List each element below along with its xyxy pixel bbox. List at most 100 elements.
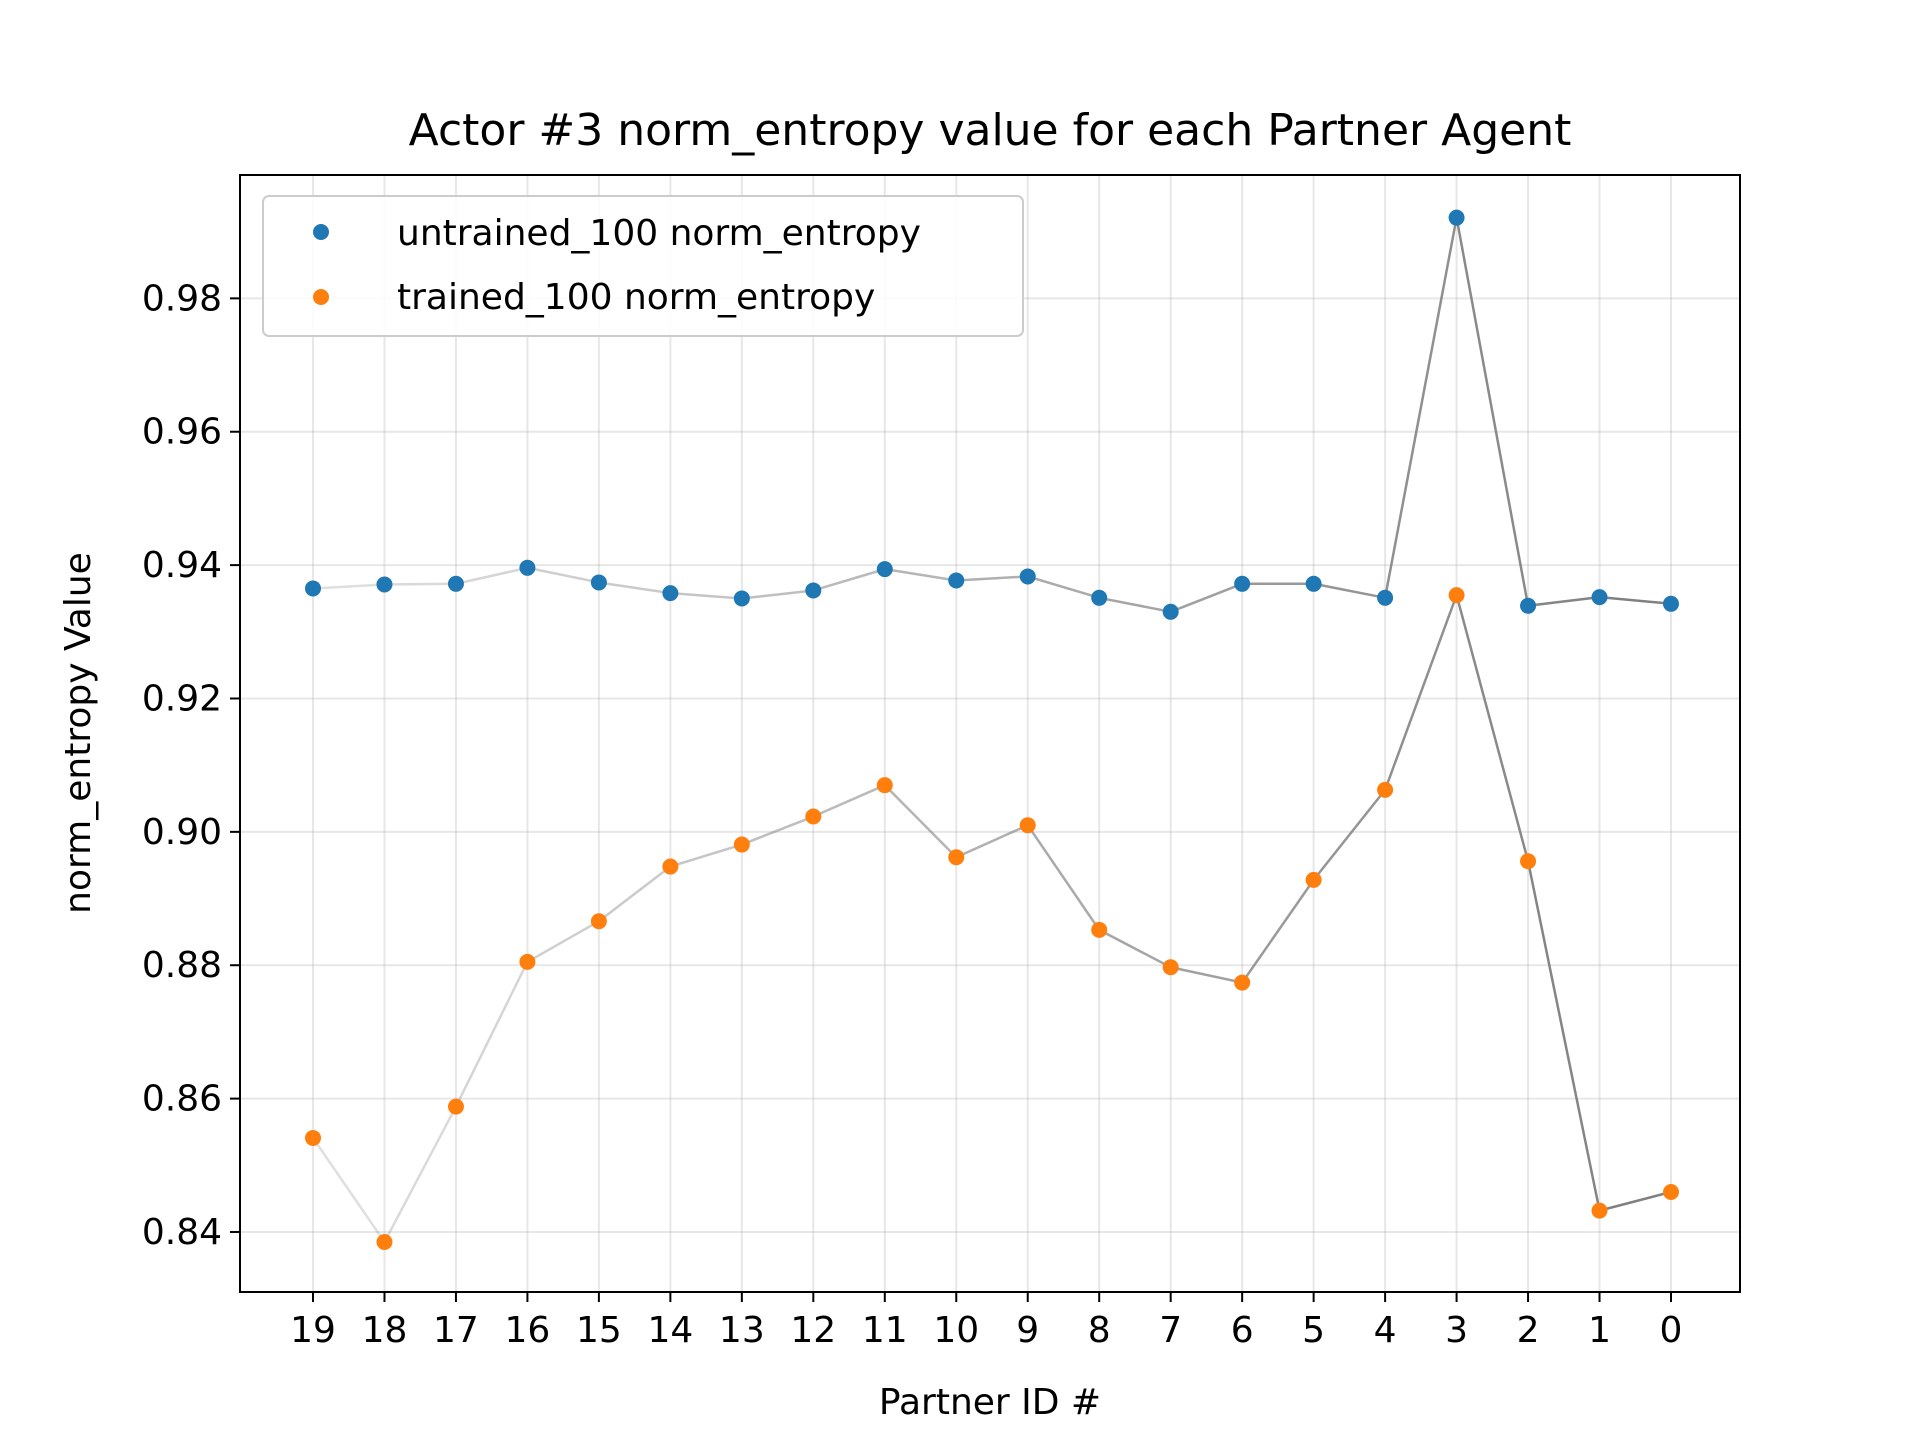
series-segment: [527, 566, 600, 584]
x-tick-label: 10: [933, 1310, 979, 1351]
series-segment: [598, 581, 671, 595]
trained-point: [805, 808, 822, 825]
series-segment: [812, 784, 886, 818]
y-tick-label: 0.84: [142, 1212, 222, 1253]
untrained-point: [1520, 597, 1537, 614]
series-segment: [955, 824, 1029, 859]
untrained-point: [662, 585, 679, 602]
x-tick-label: 15: [576, 1310, 622, 1351]
x-tick-label: 3: [1445, 1310, 1468, 1351]
trained-point: [662, 858, 679, 875]
y-tick-label: 0.92: [142, 678, 222, 719]
series-segment: [1170, 582, 1243, 613]
x-tick-label: 11: [862, 1310, 908, 1351]
x-tick-label: 6: [1231, 1310, 1254, 1351]
untrained-point: [1019, 568, 1036, 585]
series-segment: [1527, 595, 1600, 608]
trained-point: [447, 1098, 464, 1115]
y-tick-label: 0.98: [142, 278, 222, 319]
series-segment: [670, 591, 742, 600]
series-segment: [526, 920, 600, 963]
series-segment: [455, 566, 528, 586]
series-segment: [1241, 879, 1315, 984]
untrained-point: [447, 575, 464, 592]
series-segment: [598, 865, 672, 923]
series-segment: [384, 582, 456, 586]
x-tick-label: 13: [719, 1310, 765, 1351]
trained-point: [305, 1129, 321, 1146]
legend-label-untrained: untrained_100 norm_entropy: [397, 213, 921, 254]
trained-point: [733, 836, 750, 853]
trained-point: [1234, 974, 1251, 991]
series-segment: [1599, 595, 1672, 606]
series-segment: [741, 815, 814, 846]
series-segment: [812, 567, 886, 592]
trained-point: [1162, 959, 1179, 976]
series-segment: [883, 784, 958, 859]
untrained-point: [590, 574, 607, 591]
untrained-point: [376, 576, 393, 593]
x-tick-label: 14: [647, 1310, 693, 1351]
x-tick-label: 1: [1588, 1310, 1611, 1351]
x-tick-label: 5: [1302, 1310, 1325, 1351]
x-tick-label: 4: [1374, 1310, 1397, 1351]
chart-title: Actor #3 norm_entropy value for each Par…: [409, 105, 1572, 156]
series-segment: [741, 589, 814, 600]
legend-marker-trained: [313, 289, 329, 305]
untrained-point: [519, 559, 536, 576]
series-segment: [1027, 575, 1100, 599]
untrained-point: [805, 582, 822, 599]
series-segment: [1098, 928, 1172, 969]
x-tick-label: 17: [433, 1310, 479, 1351]
trained-point: [1520, 853, 1537, 870]
untrained-point: [1591, 589, 1608, 606]
trained-point: [376, 1233, 393, 1250]
data-points: [305, 209, 1679, 1250]
trained-point: [1305, 871, 1322, 888]
trained-point: [590, 913, 607, 930]
series-segment: [383, 1106, 458, 1243]
x-tick-label: 18: [362, 1310, 408, 1351]
legend-box: [262, 195, 1024, 337]
x-tick-label: 19: [290, 1310, 336, 1351]
x-tick-label: 9: [1016, 1310, 1039, 1351]
series-segment: [1526, 860, 1601, 1211]
y-axis-label: norm_entropy Value: [58, 552, 99, 914]
untrained-point: [1448, 209, 1465, 226]
trained-point: [876, 777, 893, 794]
legend-marker-untrained: [313, 224, 329, 240]
y-tick-label: 0.88: [142, 945, 222, 986]
series-segment: [1098, 596, 1171, 614]
legend-label-trained: trained_100 norm_entropy: [397, 277, 875, 318]
legend: untrained_100 norm_entropy trained_100 n…: [262, 195, 1024, 337]
series-segment: [1383, 594, 1458, 791]
trained-point: [948, 849, 965, 866]
series-segment: [1170, 966, 1243, 984]
series-segment: [1455, 217, 1530, 607]
trained-point: [1448, 587, 1465, 604]
series-segment: [1599, 1190, 1672, 1212]
series-segment: [670, 843, 743, 868]
x-tick-label: 8: [1088, 1310, 1111, 1351]
x-tick-label: 12: [790, 1310, 836, 1351]
trained-point: [1091, 921, 1108, 938]
untrained-point: [1234, 575, 1251, 592]
series-segment: [1313, 582, 1386, 600]
y-tick-label: 0.96: [142, 412, 222, 453]
series-segment: [884, 567, 957, 582]
untrained-point: [1091, 589, 1108, 606]
untrained-point: [1377, 589, 1394, 606]
untrained-point: [876, 561, 893, 578]
trained-point: [1663, 1183, 1679, 1200]
trained-point: [1019, 817, 1036, 834]
x-tick-label: 0: [1660, 1310, 1683, 1351]
x-axis-label: Partner ID #: [879, 1382, 1101, 1423]
x-tick-label: 7: [1159, 1310, 1182, 1351]
untrained-point: [948, 572, 965, 589]
series-segment: [1383, 217, 1458, 599]
trained-point: [1591, 1202, 1608, 1219]
untrained-point: [733, 590, 750, 607]
plot-frame: [239, 174, 1741, 1293]
trained-point: [519, 953, 536, 970]
